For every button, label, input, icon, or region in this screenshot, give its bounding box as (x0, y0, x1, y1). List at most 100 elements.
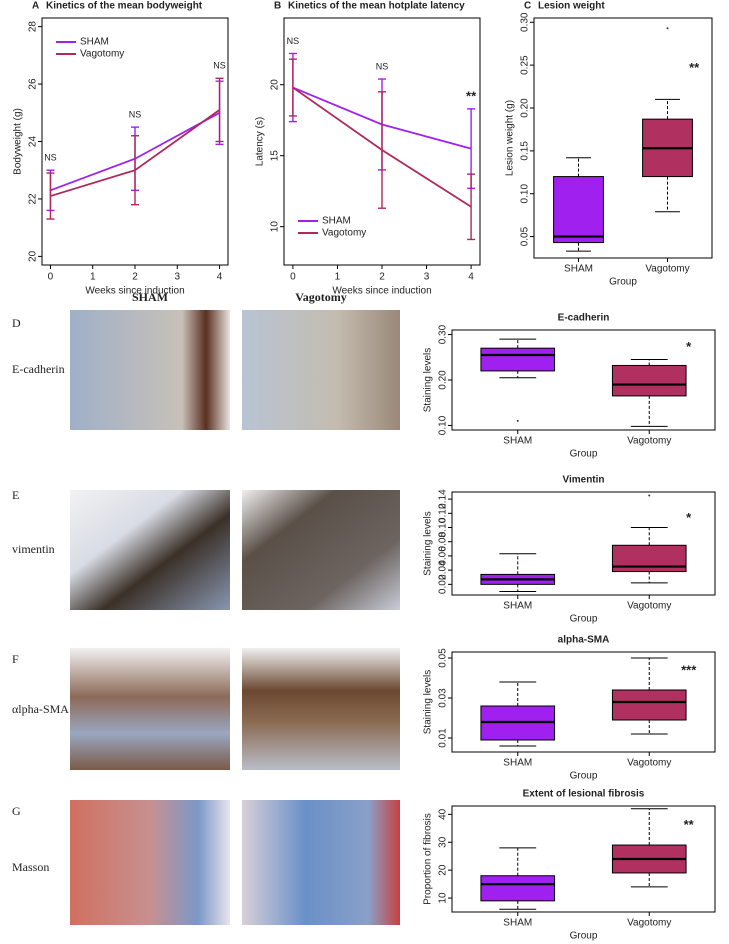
x-tick-label: SHAM (503, 758, 532, 769)
x-tick-label: Vagotomy (627, 758, 671, 769)
annotation: NS (213, 61, 226, 71)
x-tick-label: 4 (468, 272, 474, 283)
plot-frame (451, 651, 716, 753)
outlier (516, 419, 519, 422)
x-axis-label: Weeks since induction (332, 286, 431, 297)
outlier (648, 494, 651, 497)
error-bar (378, 91, 386, 209)
box (480, 875, 556, 902)
outlier (666, 27, 669, 30)
y-axis-label: Lesion weight (g) (505, 100, 516, 176)
y-axis-label: Staining levels (423, 670, 434, 734)
box (611, 689, 687, 721)
x-tick-label: SHAM (564, 264, 593, 275)
y-tick-label: 0.06 (438, 546, 449, 566)
x-tick-label: 2 (132, 272, 138, 283)
annotation: NS (287, 36, 300, 46)
column-header: Vagotomy (295, 290, 347, 304)
x-tick-label: SHAM (503, 436, 532, 447)
x-tick-label: 1 (90, 272, 96, 283)
column-header: SHAM (132, 290, 168, 304)
y-tick-label: 20 (438, 864, 449, 876)
y-tick-label: 30 (438, 836, 449, 848)
plot-frame (533, 17, 713, 259)
row-label: Masson (12, 860, 49, 874)
x-axis-label: Group (570, 614, 598, 625)
annotation: * (686, 339, 692, 354)
y-tick-label: 0.10 (438, 517, 449, 537)
x-tick-label: 1 (335, 272, 341, 283)
chart-title: E-cadherin (558, 313, 610, 324)
row-letter: E (12, 488, 19, 502)
x-tick-label: Vagotomy (627, 601, 671, 612)
error-bar (131, 135, 139, 206)
y-tick-label: 0.04 (438, 560, 449, 580)
y-tick-label: 15 (270, 150, 281, 162)
panel-letter: C (524, 1, 531, 12)
histology-image (242, 648, 400, 770)
y-tick-label: 10 (438, 892, 449, 904)
row-letter: F (12, 652, 19, 666)
y-axis-label: Staining levels (423, 348, 434, 412)
row-letter: D (12, 316, 21, 330)
y-tick-label: 0.08 (438, 532, 449, 552)
y-tick-label: 40 (438, 808, 449, 820)
annotation: NS (129, 110, 142, 120)
histology-image (242, 310, 400, 430)
histology-image (242, 800, 400, 925)
y-tick-label: 24 (28, 136, 39, 148)
y-tick-label: 0.14 (438, 489, 449, 509)
annotation: ** (684, 817, 695, 832)
y-axis-label: Staining levels (423, 511, 434, 575)
box (480, 347, 556, 372)
plot-frame (451, 805, 716, 913)
y-axis-label: Bodyweight (g) (13, 108, 24, 175)
legend-label: Vagotomy (322, 228, 366, 239)
x-tick-label: Vagotomy (627, 918, 671, 929)
box (611, 364, 687, 397)
x-axis-label: Weeks since induction (85, 286, 184, 297)
y-tick-label: 0.20 (438, 370, 449, 390)
x-tick-label: SHAM (503, 601, 532, 612)
error-bar (467, 173, 476, 241)
error-bar (288, 58, 297, 117)
box (553, 176, 604, 244)
histology-image (70, 648, 230, 770)
y-axis-label: Latency (s) (255, 117, 266, 166)
y-tick-label: 22 (28, 193, 39, 205)
chart-title: Kinetics of the mean hotplate latency (288, 1, 465, 12)
histology-image (70, 800, 230, 925)
y-tick-label: 10 (270, 221, 281, 233)
annotation: *** (681, 662, 697, 677)
chart-title: alpha-SMA (558, 635, 610, 646)
y-tick-label: 0.30 (438, 324, 449, 344)
histology-image (70, 310, 230, 430)
y-tick-label: 26 (28, 78, 39, 90)
annotation: * (686, 510, 692, 525)
x-axis-label: Group (570, 449, 598, 460)
x-tick-label: 2 (379, 272, 385, 283)
error-bar (46, 172, 55, 220)
annotation: NS (376, 61, 389, 71)
row-letter: G (12, 804, 21, 818)
y-tick-label: 0.20 (520, 98, 531, 118)
chart-title: Extent of lesional fibrosis (523, 789, 645, 800)
plot-frame (451, 491, 716, 596)
x-tick-label: 3 (174, 272, 180, 283)
x-tick-label: 0 (290, 272, 296, 283)
annotation: ** (466, 88, 477, 103)
annotation: ** (689, 60, 700, 75)
legend-label: Vagotomy (80, 49, 124, 60)
x-axis-label: Group (609, 277, 637, 288)
x-axis-label: Group (570, 771, 598, 782)
y-tick-label: 0.02 (438, 574, 449, 594)
y-tick-label: 0.05 (438, 648, 449, 668)
x-axis-label: Group (570, 931, 598, 942)
y-tick-label: 0.25 (520, 55, 531, 75)
x-tick-label: 3 (424, 272, 430, 283)
x-tick-label: 4 (217, 272, 223, 283)
chart-title: Vimentin (562, 475, 604, 486)
y-tick-label: 20 (28, 250, 39, 262)
y-tick-label: 0.01 (438, 728, 449, 748)
